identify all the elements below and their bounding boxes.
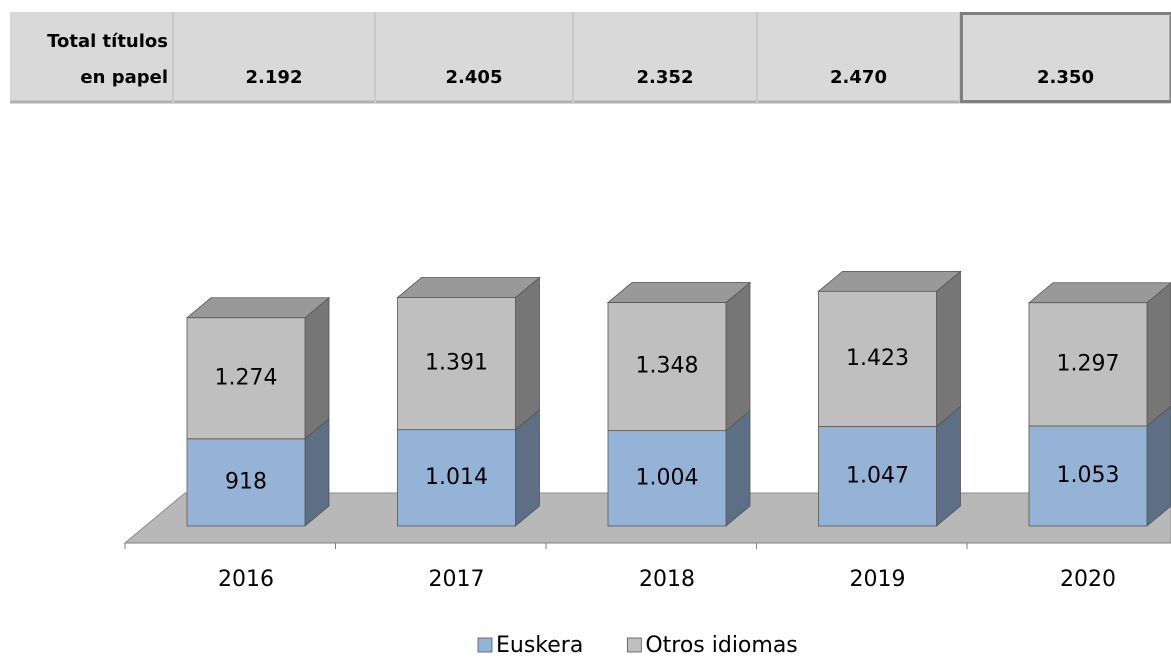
data-label: 1.047 — [846, 463, 909, 488]
data-label: 1.053 — [1057, 463, 1120, 488]
table: Total títulos en papel — [10, 12, 1171, 104]
bar — [607, 302, 727, 432]
bar — [397, 429, 516, 527]
bar — [818, 290, 937, 427]
legend-label: Euskera — [496, 633, 583, 658]
x-tick-label: 2016 — [218, 567, 274, 592]
data-label: 1.423 — [846, 346, 909, 371]
bar-top — [396, 277, 541, 298]
data-label: 1.274 — [215, 365, 278, 390]
x-tick-label: 2020 — [1060, 567, 1116, 592]
bar — [607, 430, 727, 527]
data-label: 1.004 — [636, 465, 699, 490]
bar-top — [606, 282, 752, 303]
data-label: 1.014 — [425, 465, 488, 490]
bar-side — [936, 270, 961, 428]
bar-side — [515, 276, 540, 431]
data-label: 1.348 — [636, 354, 699, 379]
legend-swatch — [477, 637, 493, 653]
bar-side — [725, 281, 751, 432]
cell-value: 2.470 — [830, 67, 887, 88]
data-label: 918 — [225, 469, 267, 494]
cell-value: 2.350 — [1037, 67, 1094, 88]
bar-side — [304, 296, 330, 440]
table-row — [10, 12, 1171, 103]
x-tick-label: 2017 — [429, 567, 485, 592]
cell-value: 2.405 — [446, 67, 503, 88]
bar — [186, 317, 306, 440]
bar-top — [185, 297, 331, 319]
row-header: Total títulos — [47, 31, 168, 52]
legend-swatch — [626, 637, 642, 653]
cell-value: 2.352 — [637, 67, 694, 88]
bar-top — [1027, 282, 1171, 304]
bar-side — [1146, 405, 1171, 527]
bar — [397, 297, 516, 431]
bar-top — [817, 270, 962, 292]
bar-side — [936, 405, 961, 527]
x-tick-label: 2019 — [850, 567, 906, 592]
row-header: en papel — [80, 67, 168, 88]
data-label: 1.391 — [425, 351, 488, 376]
bar — [1028, 425, 1148, 527]
legend-label: Otros idiomas — [645, 633, 797, 658]
cell-highlight — [960, 12, 1171, 103]
bar — [818, 426, 937, 527]
data-label: 1.297 — [1057, 351, 1120, 376]
x-tick-label: 2018 — [639, 567, 695, 592]
bar — [1028, 302, 1148, 427]
bar-side — [1146, 282, 1171, 427]
cell-value: 2.192 — [246, 67, 303, 88]
